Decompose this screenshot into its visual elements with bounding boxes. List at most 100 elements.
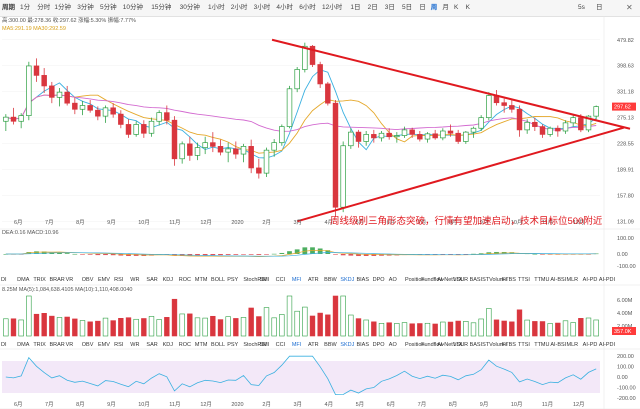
period-7[interactable]: 30分钟 bbox=[179, 4, 200, 11]
refresh-interval[interactable]: 5s bbox=[578, 4, 585, 11]
tabs1-tab-21[interactable]: SKDJ bbox=[340, 277, 355, 283]
tabs2-tab-14[interactable]: PSY bbox=[227, 342, 239, 348]
tabs2-tab-13[interactable]: BOLL bbox=[211, 342, 226, 348]
tabs2-tab-30[interactable]: TVolume bbox=[485, 342, 508, 348]
tabs2-tab-32[interactable]: TTSI bbox=[518, 342, 530, 348]
tabs1-tab-3[interactable]: BRAR bbox=[49, 277, 65, 283]
tabs1-tab-29[interactable]: BASIS bbox=[469, 277, 486, 283]
tabs1-tab-26[interactable]: Fundflow bbox=[421, 277, 444, 283]
tabs1-tab-27[interactable]: AI-NetVOL bbox=[437, 277, 464, 283]
tabs1-tab-31[interactable]: FTBS bbox=[501, 277, 516, 283]
tabs1-tab-12[interactable]: MTM bbox=[194, 277, 208, 283]
tabs1-tab-14[interactable]: PSY bbox=[227, 277, 239, 283]
tabs2-tab-4[interactable]: VR bbox=[65, 342, 74, 348]
tabs1-tab-11[interactable]: ROC bbox=[178, 277, 191, 283]
tabs1-tab-8[interactable]: WR bbox=[130, 277, 140, 283]
tabs2-tab-21[interactable]: SKDJ bbox=[340, 342, 355, 348]
tabs1-tab-24[interactable]: AO bbox=[388, 277, 397, 283]
period-17[interactable]: 5日 bbox=[402, 4, 413, 11]
period-5[interactable]: 10分钟 bbox=[122, 4, 144, 11]
period-22[interactable]: K bbox=[465, 4, 470, 11]
tabs1-tab-5[interactable]: OBV bbox=[81, 277, 94, 283]
tabs2-tab-20[interactable]: BBW bbox=[324, 342, 337, 348]
tabs1-tab-4[interactable]: VR bbox=[65, 277, 74, 283]
period-13[interactable]: 12小时 bbox=[322, 4, 343, 11]
tabs1-tab-28[interactable]: LSUR bbox=[453, 277, 469, 283]
tabs1-tab-18[interactable]: MFI bbox=[291, 277, 302, 283]
period-16[interactable]: 3日 bbox=[384, 4, 395, 11]
period-3[interactable]: 3分钟 bbox=[77, 4, 94, 11]
tabs1-tab-7[interactable]: RSI bbox=[114, 277, 124, 283]
tabs1-tab-35[interactable]: MLR bbox=[566, 277, 579, 283]
period-21[interactable]: K bbox=[454, 4, 459, 11]
tabs2-tab-0[interactable]: DI bbox=[1, 342, 7, 348]
period-14[interactable]: 1日 bbox=[350, 4, 361, 11]
tabs2-tab-9[interactable]: SAR bbox=[146, 342, 158, 348]
tabs1-tab-16[interactable]: SMI bbox=[259, 277, 270, 283]
tabs1-tab-30[interactable]: TVolume bbox=[485, 277, 508, 283]
tabs2-tab-25[interactable]: Position bbox=[404, 342, 425, 348]
tabs2-tab-36[interactable]: AI-PD bbox=[582, 342, 598, 348]
tabs2-tab-16[interactable]: SMI bbox=[259, 342, 270, 348]
period-6[interactable]: 15分钟 bbox=[151, 4, 172, 11]
period-18[interactable]: 日 bbox=[419, 4, 426, 11]
period-4[interactable]: 5分钟 bbox=[100, 4, 117, 11]
tabs2-tab-15[interactable]: StochRSI bbox=[243, 342, 267, 348]
tabs1-tab-17[interactable]: CCI bbox=[275, 277, 286, 283]
tabs2-tab-19[interactable]: ATR bbox=[308, 342, 319, 348]
tabs1-tab-34[interactable]: AI-BSI bbox=[550, 277, 567, 283]
tabs2-tab-10[interactable]: KDJ bbox=[162, 342, 173, 348]
period-15[interactable]: 2日 bbox=[367, 4, 378, 11]
period-1[interactable]: 分时 bbox=[37, 4, 51, 11]
period-8[interactable]: 1小时 bbox=[208, 4, 225, 11]
tabs1-tab-1[interactable]: DMA bbox=[17, 277, 30, 283]
period-19[interactable]: 周 bbox=[430, 4, 438, 11]
period-10[interactable]: 3小时 bbox=[253, 4, 271, 11]
period-9[interactable]: 2小时 bbox=[230, 4, 248, 11]
tabs1-tab-32[interactable]: TTSI bbox=[518, 277, 530, 283]
tabs1-tab-23[interactable]: DPO bbox=[372, 277, 385, 283]
tabs2-tab-5[interactable]: OBV bbox=[81, 342, 94, 348]
tabs2-tab-23[interactable]: DPO bbox=[372, 342, 385, 348]
tabs2-tab-17[interactable]: CCI bbox=[275, 342, 286, 348]
period-0[interactable]: 1分 bbox=[20, 4, 31, 11]
tabs1-tab-25[interactable]: Position bbox=[404, 277, 425, 283]
tabs1-tab-13[interactable]: BOLL bbox=[211, 277, 226, 283]
tabs2-tab-29[interactable]: BASIS bbox=[469, 342, 486, 348]
tabs2-tab-6[interactable]: EMV bbox=[97, 342, 110, 348]
tabs1-tab-10[interactable]: KDJ bbox=[162, 277, 173, 283]
tabs1-tab-19[interactable]: ATR bbox=[308, 277, 319, 283]
period-12[interactable]: 6小时 bbox=[299, 4, 316, 11]
tabs1-tab-6[interactable]: EMV bbox=[97, 277, 110, 283]
tabs2-tab-28[interactable]: LSUR bbox=[453, 342, 469, 348]
tabs2-tab-35[interactable]: MLR bbox=[566, 342, 579, 348]
tabs2-tab-11[interactable]: ROC bbox=[178, 342, 191, 348]
tabs2-tab-7[interactable]: RSI bbox=[114, 342, 124, 348]
tabs2-tab-22[interactable]: BIAS bbox=[356, 342, 370, 348]
tabs1-tab-22[interactable]: BIAS bbox=[356, 277, 370, 283]
tabs2-tab-1[interactable]: DMA bbox=[17, 342, 30, 348]
tabs2-tab-33[interactable]: TTMU bbox=[534, 342, 550, 348]
tabs2-tab-3[interactable]: BRAR bbox=[49, 342, 65, 348]
tabs2-tab-24[interactable]: AO bbox=[388, 342, 397, 348]
tabs2-tab-37[interactable]: AI-PDI bbox=[598, 342, 616, 348]
tabs2-tab-27[interactable]: AI-NetVOL bbox=[437, 342, 464, 348]
tabs1-tab-15[interactable]: StochRSI bbox=[243, 277, 267, 283]
tabs2-tab-26[interactable]: Fundflow bbox=[421, 342, 444, 348]
period-20[interactable]: 月 bbox=[442, 4, 449, 11]
tabs2-tab-2[interactable]: TRIX bbox=[33, 342, 46, 348]
tabs1-tab-2[interactable]: TRIX bbox=[33, 277, 46, 283]
period-2[interactable]: 1分钟 bbox=[54, 4, 72, 11]
close-icon[interactable]: ✕ bbox=[626, 3, 633, 12]
tabs1-tab-36[interactable]: AI-PD bbox=[582, 277, 598, 283]
tabs2-tab-18[interactable]: MFI bbox=[291, 342, 302, 348]
tabs1-tab-9[interactable]: SAR bbox=[146, 277, 158, 283]
tabs1-tab-0[interactable]: DI bbox=[1, 277, 7, 283]
tabs2-tab-34[interactable]: AI-BSI bbox=[550, 342, 567, 348]
tabs1-tab-20[interactable]: BBW bbox=[324, 277, 337, 283]
period-label[interactable]: 周期 bbox=[2, 4, 15, 11]
tabs2-tab-8[interactable]: WR bbox=[130, 342, 140, 348]
tabs1-tab-33[interactable]: TTMU bbox=[534, 277, 550, 283]
period-11[interactable]: 4小时 bbox=[276, 4, 294, 11]
calendar-icon[interactable]: 日 bbox=[596, 4, 603, 11]
